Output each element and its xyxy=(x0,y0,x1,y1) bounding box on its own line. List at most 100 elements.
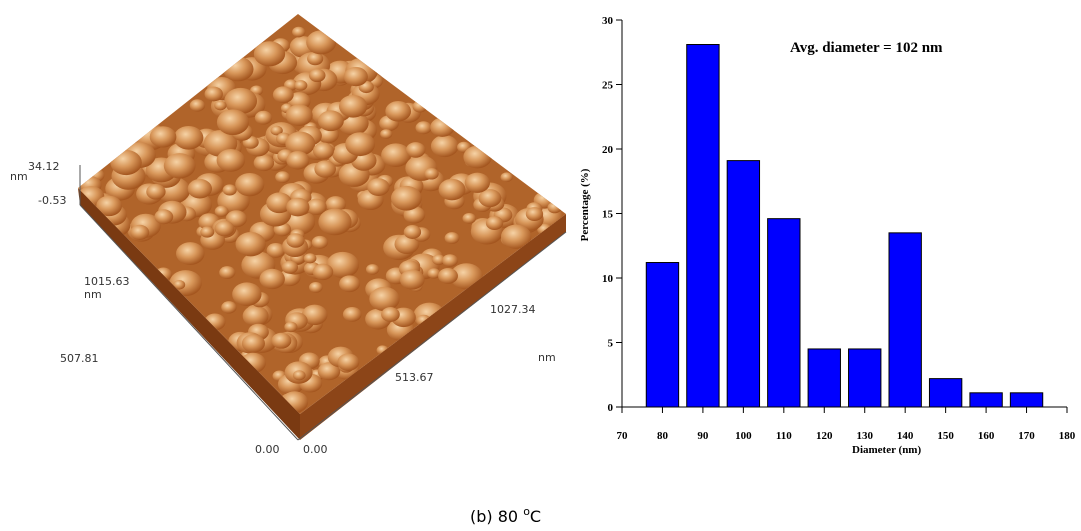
afm-grain xyxy=(306,30,336,54)
afm-grain xyxy=(501,172,513,182)
afm-grain xyxy=(286,198,309,217)
bar xyxy=(970,393,1002,407)
y-tick-label: 15 xyxy=(602,209,614,221)
y-tick-label: 20 xyxy=(602,144,614,156)
afm-grain xyxy=(254,155,275,171)
caption-text: (b) 80 xyxy=(470,507,518,526)
afm-label: nm xyxy=(538,351,556,364)
afm-grain xyxy=(304,253,317,263)
afm-grain xyxy=(391,186,422,211)
bar xyxy=(849,349,881,407)
afm-grain xyxy=(486,216,503,230)
y-tick-label: 5 xyxy=(608,338,614,350)
x-tick-label: 140 xyxy=(897,430,914,442)
afm-label: 513.67 xyxy=(395,371,434,384)
bar xyxy=(929,379,961,407)
afm-grain xyxy=(243,306,269,327)
y-axis-label: Percentage (%) xyxy=(579,168,591,241)
afm-grain xyxy=(275,171,290,183)
afm-grain xyxy=(380,129,392,139)
afm-grain xyxy=(413,101,428,113)
afm-grain xyxy=(259,269,284,289)
afm-grain xyxy=(255,111,272,125)
annotation: Avg. diameter = 102 nm xyxy=(790,40,943,56)
afm-grain xyxy=(318,209,351,236)
afm-grain xyxy=(235,173,264,196)
afm-grain xyxy=(273,86,294,103)
afm-grain xyxy=(430,118,454,137)
bar xyxy=(1010,393,1042,407)
x-tick-label: 120 xyxy=(816,430,833,442)
bar xyxy=(687,45,719,407)
caption-unit: C xyxy=(530,507,541,526)
x-tick-label: 80 xyxy=(657,430,669,442)
afm-grain xyxy=(344,67,368,86)
afm-grain xyxy=(367,178,389,196)
afm-image: 34.12 nm -0.53 1015.63 nm 507.81 0.00 0.… xyxy=(10,14,566,456)
afm-label: 0.00 xyxy=(255,443,280,456)
bar xyxy=(768,219,800,407)
x-axis-label: Diameter (nm) xyxy=(852,444,921,456)
y-tick-label: 30 xyxy=(602,15,614,27)
afm-label: nm xyxy=(10,170,28,183)
x-tick-label: 100 xyxy=(735,430,752,442)
afm-grain xyxy=(284,322,297,332)
afm-grain xyxy=(282,261,298,274)
afm-grain xyxy=(232,282,261,306)
afm-grain xyxy=(313,142,334,159)
histogram: Avg. diameter = 102 nm Diameter (nm) Per… xyxy=(579,15,1076,456)
afm-grain xyxy=(547,202,561,213)
afm-grain xyxy=(223,184,237,195)
afm-grain xyxy=(292,27,305,38)
afm-grain xyxy=(462,213,475,224)
afm-grain xyxy=(314,160,336,177)
afm-grain xyxy=(214,100,226,110)
afm-grain xyxy=(286,104,313,126)
page: 34.12 nm -0.53 1015.63 nm 507.81 0.00 0.… xyxy=(0,0,1081,531)
afm-label: -0.53 xyxy=(38,194,66,207)
afm-grain xyxy=(110,150,141,175)
afm-grain xyxy=(337,354,359,371)
afm-grain xyxy=(217,149,245,172)
afm-grain xyxy=(236,232,266,256)
afm-label: 1027.34 xyxy=(490,303,536,316)
y-tick-label: 10 xyxy=(602,273,614,285)
afm-grain xyxy=(339,275,360,292)
afm-grain xyxy=(150,126,177,147)
afm-grain xyxy=(200,226,214,237)
x-tick-label: 110 xyxy=(776,430,792,442)
afm-grain xyxy=(312,236,328,249)
afm-grain xyxy=(445,232,460,244)
afm-grain xyxy=(174,126,204,150)
afm-grain xyxy=(385,101,411,122)
caption: (b) 80 oC xyxy=(470,505,541,526)
afm-grain xyxy=(400,270,425,290)
x-tick-label: 90 xyxy=(697,430,709,442)
afm-grain xyxy=(416,121,432,134)
y-tick-label: 0 xyxy=(608,402,614,414)
figure: 34.12 nm -0.53 1015.63 nm 507.81 0.00 0.… xyxy=(0,0,1081,531)
bar xyxy=(808,349,840,407)
afm-grain xyxy=(439,179,466,200)
afm-grain xyxy=(343,307,362,322)
bar xyxy=(646,263,678,407)
afm-grain xyxy=(294,80,307,91)
afm-grain xyxy=(406,142,425,158)
afm-grain xyxy=(215,206,229,217)
afm-grain xyxy=(313,264,334,280)
afm-label: 0.00 xyxy=(303,443,328,456)
afm-grain xyxy=(164,153,196,178)
afm-grain xyxy=(176,242,204,265)
afm-grain xyxy=(404,225,421,239)
x-tick-label: 180 xyxy=(1059,430,1076,442)
afm-grain xyxy=(223,57,254,81)
afm-grain xyxy=(431,135,459,157)
afm-grain xyxy=(205,87,223,102)
afm-label: 34.12 xyxy=(28,160,60,173)
afm-grain xyxy=(242,334,265,352)
afm-grain xyxy=(130,225,149,240)
afm-label: 1015.63 xyxy=(84,275,130,288)
afm-grain xyxy=(188,179,212,198)
afm-grain xyxy=(286,151,309,169)
afm-grain xyxy=(154,209,173,224)
